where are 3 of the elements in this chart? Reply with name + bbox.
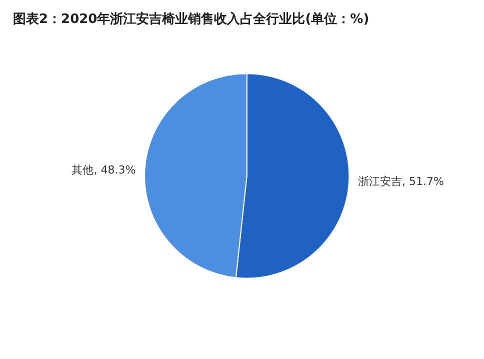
slice-label: 其他, 48.3% bbox=[72, 164, 136, 177]
chart-title: 图表2：2020年浙江安吉椅业销售收入占全行业比(单位：%) bbox=[13, 11, 370, 27]
slice-label: 浙江安吉, 51.7% bbox=[358, 175, 444, 188]
